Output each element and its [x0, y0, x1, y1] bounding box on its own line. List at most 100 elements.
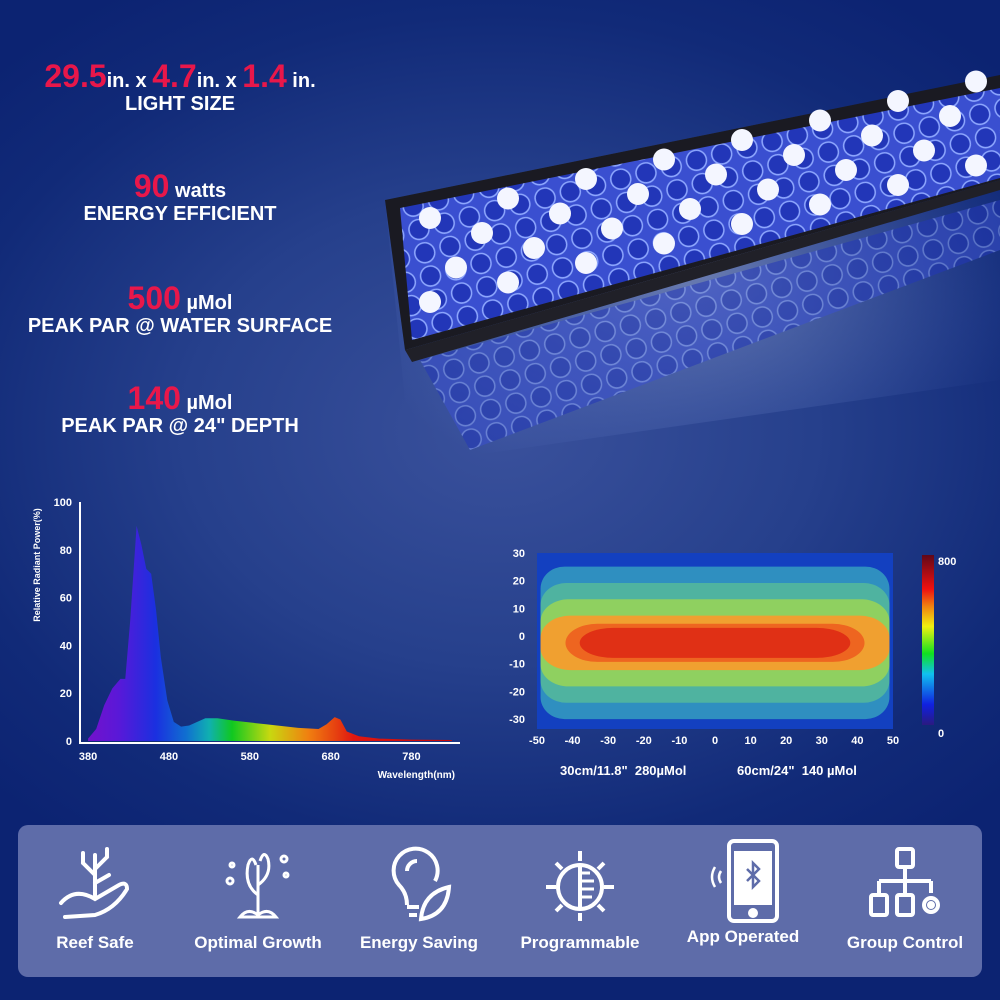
spec-par-depth: 140 µMol PEAK PAR @ 24" DEPTH — [0, 380, 360, 438]
sun-dial-icon — [546, 851, 614, 921]
x-tick-label: -50 — [529, 735, 545, 747]
led-dot — [523, 237, 545, 259]
spec-value: 4.7 — [152, 58, 197, 94]
led-dot — [861, 124, 883, 147]
y-tick-label: -20 — [509, 686, 525, 698]
x-tick-label: 10 — [744, 735, 756, 747]
y-tick-label: -10 — [509, 659, 525, 671]
spec-value: 29.5 — [44, 58, 107, 94]
y-tick-label: -30 — [509, 714, 525, 726]
y-tick-label: 20 — [60, 688, 72, 700]
x-tick-label: 680 — [321, 751, 339, 763]
led-dot — [575, 252, 597, 274]
led-dot — [549, 202, 571, 225]
y-tick-label: 20 — [513, 576, 525, 588]
colorbar-min-label: 0 — [938, 728, 944, 740]
y-tick-label: 0 — [519, 631, 525, 643]
feature-label: Reef Safe — [56, 933, 134, 952]
spec-par-surface: 500 µMol PEAK PAR @ WATER SURFACE — [0, 280, 360, 338]
heatmap-contour-band — [579, 627, 851, 658]
led-dot — [913, 139, 935, 162]
spec-unit: µMol — [180, 292, 233, 314]
spec-power: 90 watts ENERGY EFFICIENT — [0, 168, 360, 226]
feature-optimal-growth: Optimal Growth — [183, 825, 333, 977]
feature-label: Optimal Growth — [194, 933, 322, 952]
feature-bar: Reef Safe Optimal Growth Energy Saving P… — [18, 825, 982, 977]
feature-label: Programmable — [520, 933, 640, 952]
colorbar-max-label: 800 — [938, 556, 956, 568]
led-dot — [575, 168, 597, 190]
led-dot — [601, 217, 623, 240]
feature-label: Group Control — [846, 933, 964, 952]
y-tick-label: 80 — [60, 545, 72, 557]
feature-group-control: Group Control — [830, 825, 980, 977]
heatmap-contour-band — [537, 553, 893, 729]
spec-label: ENERGY EFFICIENT — [83, 203, 277, 225]
led-dot — [783, 144, 805, 166]
led-dot — [757, 178, 779, 201]
x-tick-label: -10 — [671, 735, 687, 747]
x-tick-label: -20 — [636, 735, 652, 747]
heatmap-note-60cm: 60cm/24" 140 µMol — [737, 763, 857, 778]
heatmap-note-30cm: 30cm/11.8" 280µMol — [560, 763, 687, 778]
feature-programmable: Programmable — [505, 825, 655, 977]
x-tick-label: -30 — [600, 735, 616, 747]
led-dot — [809, 109, 831, 132]
spec-value: 90 — [133, 168, 170, 204]
y-tick-label: 30 — [513, 548, 525, 560]
x-tick-label: 40 — [851, 735, 863, 747]
led-light-fixture-image — [385, 70, 1000, 460]
heatmap-contour-band — [540, 566, 890, 720]
led-dot — [471, 222, 493, 244]
y-tick-label: 0 — [66, 736, 72, 748]
spec-value: 140 — [127, 380, 181, 416]
phone-bluetooth-icon — [710, 839, 779, 923]
y-tick-label: 60 — [60, 593, 72, 605]
led-dot — [679, 198, 701, 220]
feature-energy-saving: Energy Saving — [344, 825, 494, 977]
x-tick-label: 20 — [780, 735, 792, 747]
colorbar — [922, 555, 934, 725]
led-dot — [809, 193, 831, 216]
led-dot — [627, 183, 649, 205]
led-dot — [731, 129, 753, 151]
x-tick-label: 30 — [816, 735, 828, 747]
led-dot — [965, 154, 987, 177]
heatmap-contour-band — [540, 615, 890, 671]
spec-value: 1.4 — [242, 58, 287, 94]
led-dot — [731, 213, 753, 235]
feature-label: App Operated — [686, 927, 800, 946]
led-dot — [835, 159, 857, 181]
seaweed-icon — [225, 853, 290, 919]
x-tick-label: 480 — [160, 751, 178, 763]
coral-hand-icon — [59, 847, 130, 919]
spec-unit: µMol — [180, 392, 233, 414]
x-tick-label: 580 — [241, 751, 259, 763]
x-tick-label: 0 — [712, 735, 718, 747]
x-tick-label: 780 — [402, 751, 420, 763]
led-dot — [887, 174, 909, 196]
led-dot — [939, 105, 961, 127]
x-tick-label: 380 — [79, 751, 97, 763]
x-tick-label: -40 — [565, 735, 581, 747]
heatmap-contour-band — [540, 599, 890, 687]
led-dot — [419, 291, 441, 313]
spec-size: 29.5in. x 4.7in. x 1.4 in. LIGHT SIZE — [0, 58, 360, 116]
spec-unit: in. x — [106, 70, 153, 92]
feature-label: Energy Saving — [359, 933, 479, 952]
led-dot — [965, 70, 987, 93]
spectrum-area — [88, 525, 452, 741]
y-tick-label: 10 — [513, 603, 525, 615]
heatmap-contour-band — [565, 623, 865, 662]
led-dot — [419, 207, 441, 229]
bulb-leaf-icon — [391, 846, 452, 922]
spec-unit: watts — [169, 180, 227, 202]
led-dot — [653, 148, 675, 171]
heatmap-contour-band — [540, 582, 890, 703]
y-tick-label: 40 — [60, 640, 72, 652]
y-axis-label: Relative Radiant Power(%) — [32, 508, 42, 622]
x-axis-label: Wavelength(nm) — [378, 770, 455, 781]
led-dot — [497, 187, 519, 210]
spec-label: LIGHT SIZE — [125, 93, 235, 115]
spec-unit: in. x — [196, 70, 243, 92]
